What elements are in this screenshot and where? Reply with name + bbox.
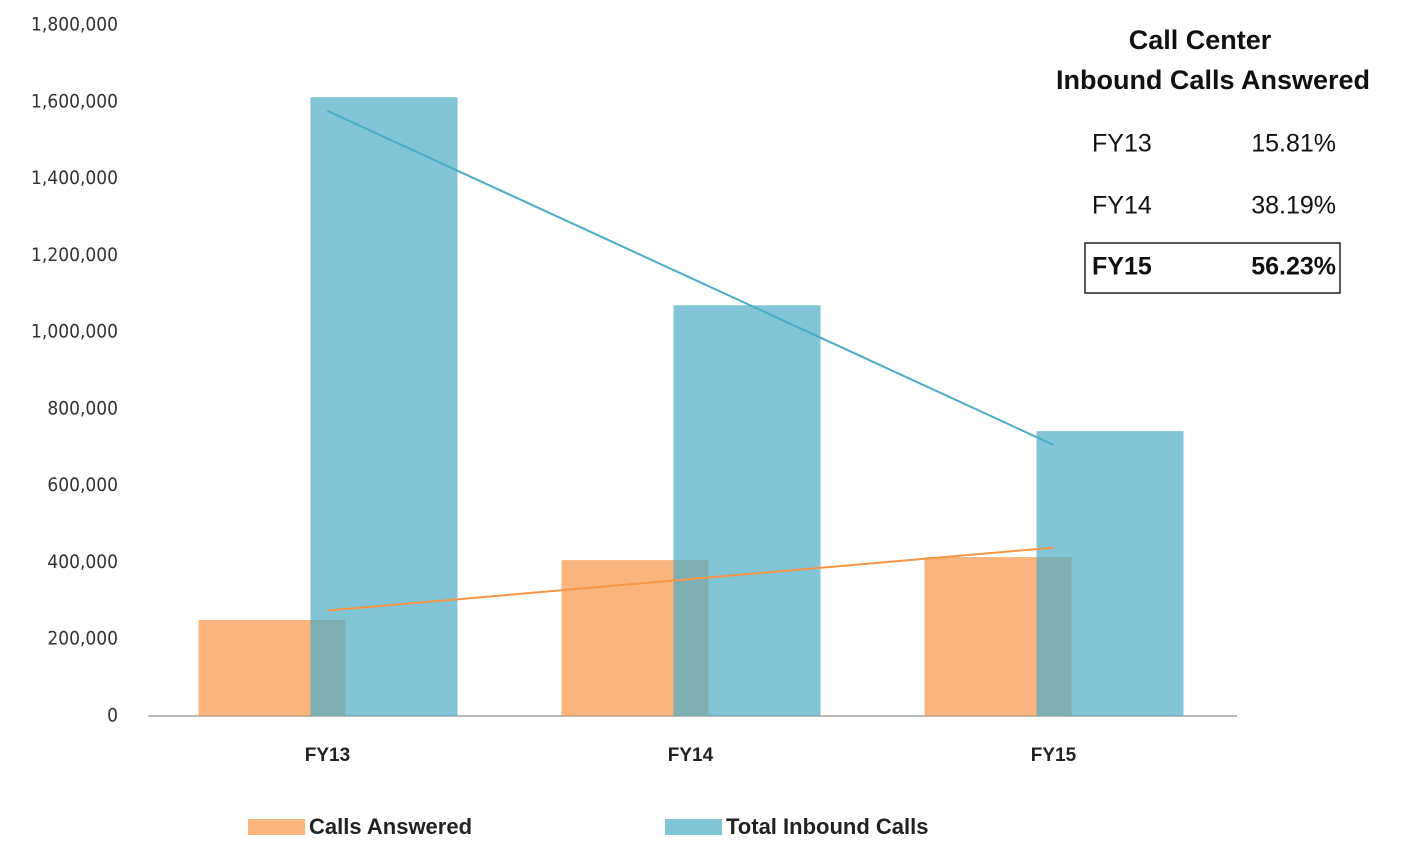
y-tick-label: 1,600,000 xyxy=(31,90,118,112)
trend-line xyxy=(327,109,1054,446)
table-cell: 15.81% xyxy=(1251,130,1336,158)
table-cell: 38.19% xyxy=(1251,192,1336,220)
x-tick-label: FY15 xyxy=(1031,745,1077,766)
y-tick-label: 1,200,000 xyxy=(31,244,118,266)
table-cell: FY14 xyxy=(1092,192,1152,220)
legend-label: Calls Answered xyxy=(309,814,472,839)
y-tick-label: 600,000 xyxy=(47,474,118,496)
y-tick-label: 1,400,000 xyxy=(31,167,118,189)
legend-swatch xyxy=(248,819,305,835)
table-cell: FY15 xyxy=(1092,253,1152,281)
bar xyxy=(673,305,821,716)
table-cell: 56.23% xyxy=(1251,253,1336,281)
y-tick-label: 800,000 xyxy=(47,397,118,419)
table-title: Inbound Calls Answered xyxy=(1056,65,1370,95)
y-tick-label: 1,000,000 xyxy=(31,321,118,343)
y-tick-label: 400,000 xyxy=(47,551,118,573)
y-tick-label: 1,800,000 xyxy=(31,14,118,36)
table-cell: FY13 xyxy=(1092,130,1152,158)
bar xyxy=(1036,431,1184,716)
trend-line xyxy=(327,546,1054,612)
legend-swatch xyxy=(665,819,722,835)
x-tick-label: FY14 xyxy=(668,745,714,766)
y-tick-label: 200,000 xyxy=(47,628,118,650)
y-tick-label: 0 xyxy=(107,705,118,727)
legend-label: Total Inbound Calls xyxy=(726,814,928,839)
highlight-box xyxy=(1084,242,1341,294)
table-title: Call Center xyxy=(1129,25,1272,55)
x-tick-label: FY13 xyxy=(305,745,350,766)
bar xyxy=(310,97,458,716)
